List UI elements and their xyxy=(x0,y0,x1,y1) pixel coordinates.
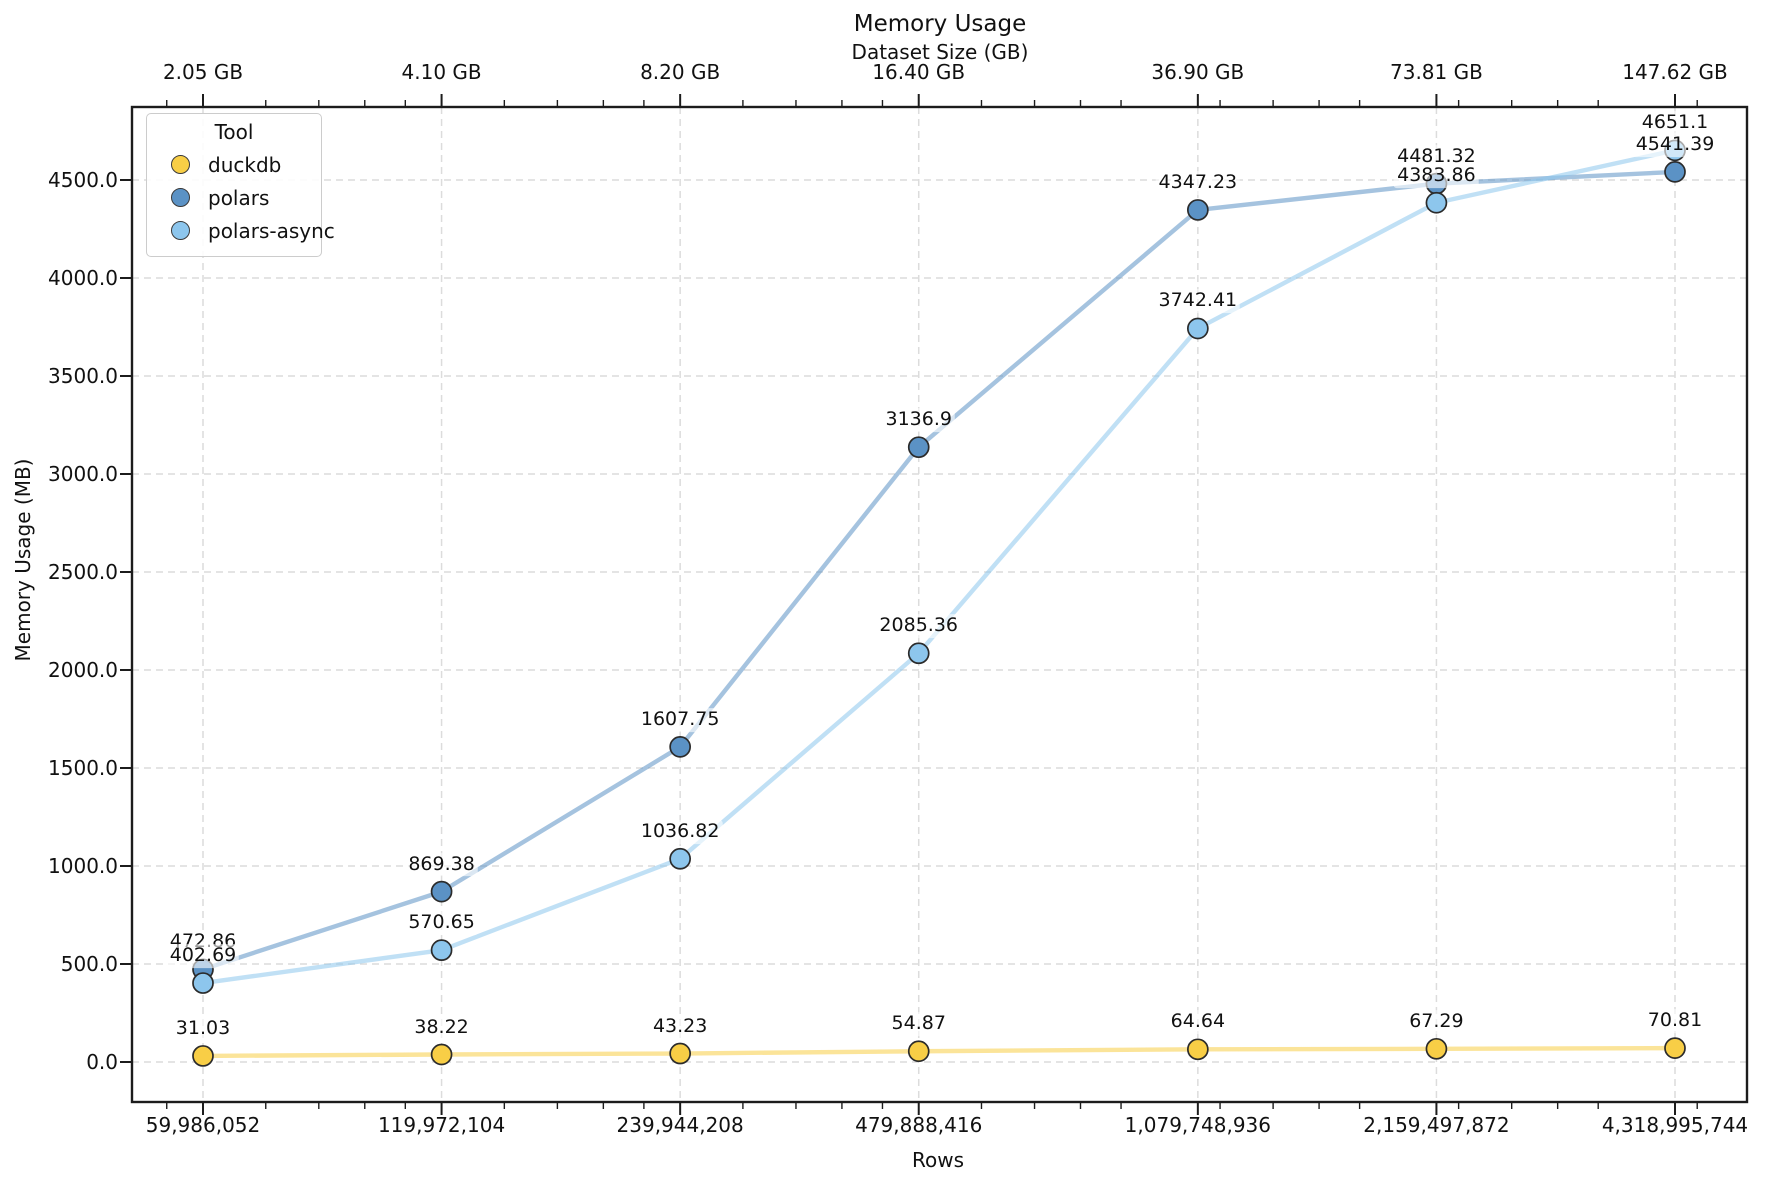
data-point-polars-async xyxy=(669,847,692,870)
data-point-polars xyxy=(907,436,930,459)
value-label-polars-async: 402.69 xyxy=(166,944,240,968)
value-label-polars-async: 570.65 xyxy=(405,911,478,936)
legend-item-polars: polars xyxy=(155,181,313,214)
y-tick-label: 0.0 xyxy=(86,1050,118,1074)
y-tick-label: 2500.0 xyxy=(48,560,118,584)
y-tick-label: 3500.0 xyxy=(48,364,118,388)
data-point-polars-async xyxy=(192,972,214,994)
y-axis-label: Memory Usage (MB) xyxy=(11,458,35,662)
data-point-duckdb xyxy=(669,1042,692,1065)
data-point-polars-async xyxy=(907,642,930,665)
data-point-duckdb xyxy=(1425,1037,1448,1060)
top-tick-label: 73.81 GB xyxy=(1390,60,1483,84)
x-tick-label: 59,986,052 xyxy=(145,1113,261,1137)
legend-title: Tool xyxy=(214,120,254,144)
legend-item-polars-async: polars-async xyxy=(155,214,335,247)
y-tick-label: 1000.0 xyxy=(48,854,118,878)
value-label-polars-async: 3742.41 xyxy=(1155,289,1241,314)
value-label-duckdb: 43.23 xyxy=(649,1014,711,1039)
value-label-duckdb: 67.29 xyxy=(1406,1009,1467,1034)
value-label-polars-async: 4651.1 xyxy=(1638,111,1712,136)
y-tick-label: 3000.0 xyxy=(48,462,118,486)
x-tick-label: 4,318,995,744 xyxy=(1601,1113,1749,1137)
y-tick-label: 4500.0 xyxy=(48,168,118,192)
data-point-polars xyxy=(1186,199,1209,221)
value-label-polars: 869.38 xyxy=(405,852,478,877)
data-point-duckdb xyxy=(1186,1038,1209,1061)
legend-label-polars-async: polars-async xyxy=(208,218,335,243)
y-tick-label: 1500.0 xyxy=(48,756,118,780)
data-point-polars xyxy=(430,880,453,903)
value-label-duckdb: 38.22 xyxy=(411,1015,472,1040)
polars-async-marker-icon xyxy=(171,221,190,240)
value-label-polars: 4541.39 xyxy=(1632,133,1718,157)
value-label-duckdb: 64.64 xyxy=(1167,1010,1229,1035)
legend: Tool duckdb polars polars-async xyxy=(146,113,335,257)
legend-item-duckdb: duckdb xyxy=(155,148,313,181)
value-label-polars-async: 1036.82 xyxy=(637,819,723,844)
polars-marker-icon xyxy=(171,188,190,207)
value-label-polars: 4481.32 xyxy=(1394,144,1479,169)
top-tick-label: 8.20 GB xyxy=(640,60,721,84)
top-tick-label: 36.90 GB xyxy=(1151,60,1245,84)
data-point-duckdb xyxy=(907,1040,930,1063)
x-axis-label: Rows xyxy=(911,1148,965,1172)
data-point-duckdb xyxy=(192,1045,214,1067)
value-label-duckdb: 54.87 xyxy=(888,1012,949,1037)
data-point-polars-async xyxy=(1186,317,1209,340)
x-tick-label: 2,159,497,872 xyxy=(1363,1113,1510,1137)
x-tick-label: 1,079,748,936 xyxy=(1124,1113,1272,1137)
y-tick-label: 2000.0 xyxy=(48,658,118,682)
x-tick-label: 119,972,104 xyxy=(377,1113,506,1137)
value-label-polars-async: 2085.36 xyxy=(876,614,962,639)
data-point-duckdb xyxy=(1664,1037,1686,1059)
top-tick-label: 147.62 GB xyxy=(1622,60,1728,84)
value-label-polars: 3136.9 xyxy=(882,408,955,433)
value-label-polars-async: 4383.86 xyxy=(1394,163,1479,188)
plot-border xyxy=(130,105,1749,1104)
data-point-polars-async xyxy=(430,939,453,962)
top-tick-label: 4.10 GB xyxy=(401,60,482,84)
data-point-polars xyxy=(669,736,692,758)
value-label-duckdb: 31.03 xyxy=(172,1017,234,1041)
x-tick-label: 479,888,416 xyxy=(855,1113,983,1137)
series-line-polars xyxy=(200,169,1678,972)
top-tick-label: 2.05 GB xyxy=(162,60,244,84)
data-point-polars xyxy=(1664,161,1686,183)
chart-title: Memory Usage xyxy=(853,11,1027,37)
value-label-duckdb: 70.81 xyxy=(1644,1009,1706,1033)
value-label-polars: 1607.75 xyxy=(637,708,723,732)
data-point-duckdb xyxy=(430,1043,453,1066)
x-tick-label: 239,944,208 xyxy=(616,1113,744,1137)
duckdb-marker-icon xyxy=(171,155,190,174)
top-axis-label: Dataset Size (GB) xyxy=(851,40,1029,64)
y-tick-label: 500.0 xyxy=(60,952,118,976)
series-line-duckdb xyxy=(200,1045,1678,1059)
legend-label-polars: polars xyxy=(208,185,270,210)
y-tick-label: 4000.0 xyxy=(48,266,118,290)
data-point-polars-async xyxy=(1425,191,1448,214)
top-tick-label: 16.40 GB xyxy=(872,60,966,84)
legend-label-duckdb: duckdb xyxy=(208,152,282,177)
value-label-polars: 4347.23 xyxy=(1155,171,1241,195)
